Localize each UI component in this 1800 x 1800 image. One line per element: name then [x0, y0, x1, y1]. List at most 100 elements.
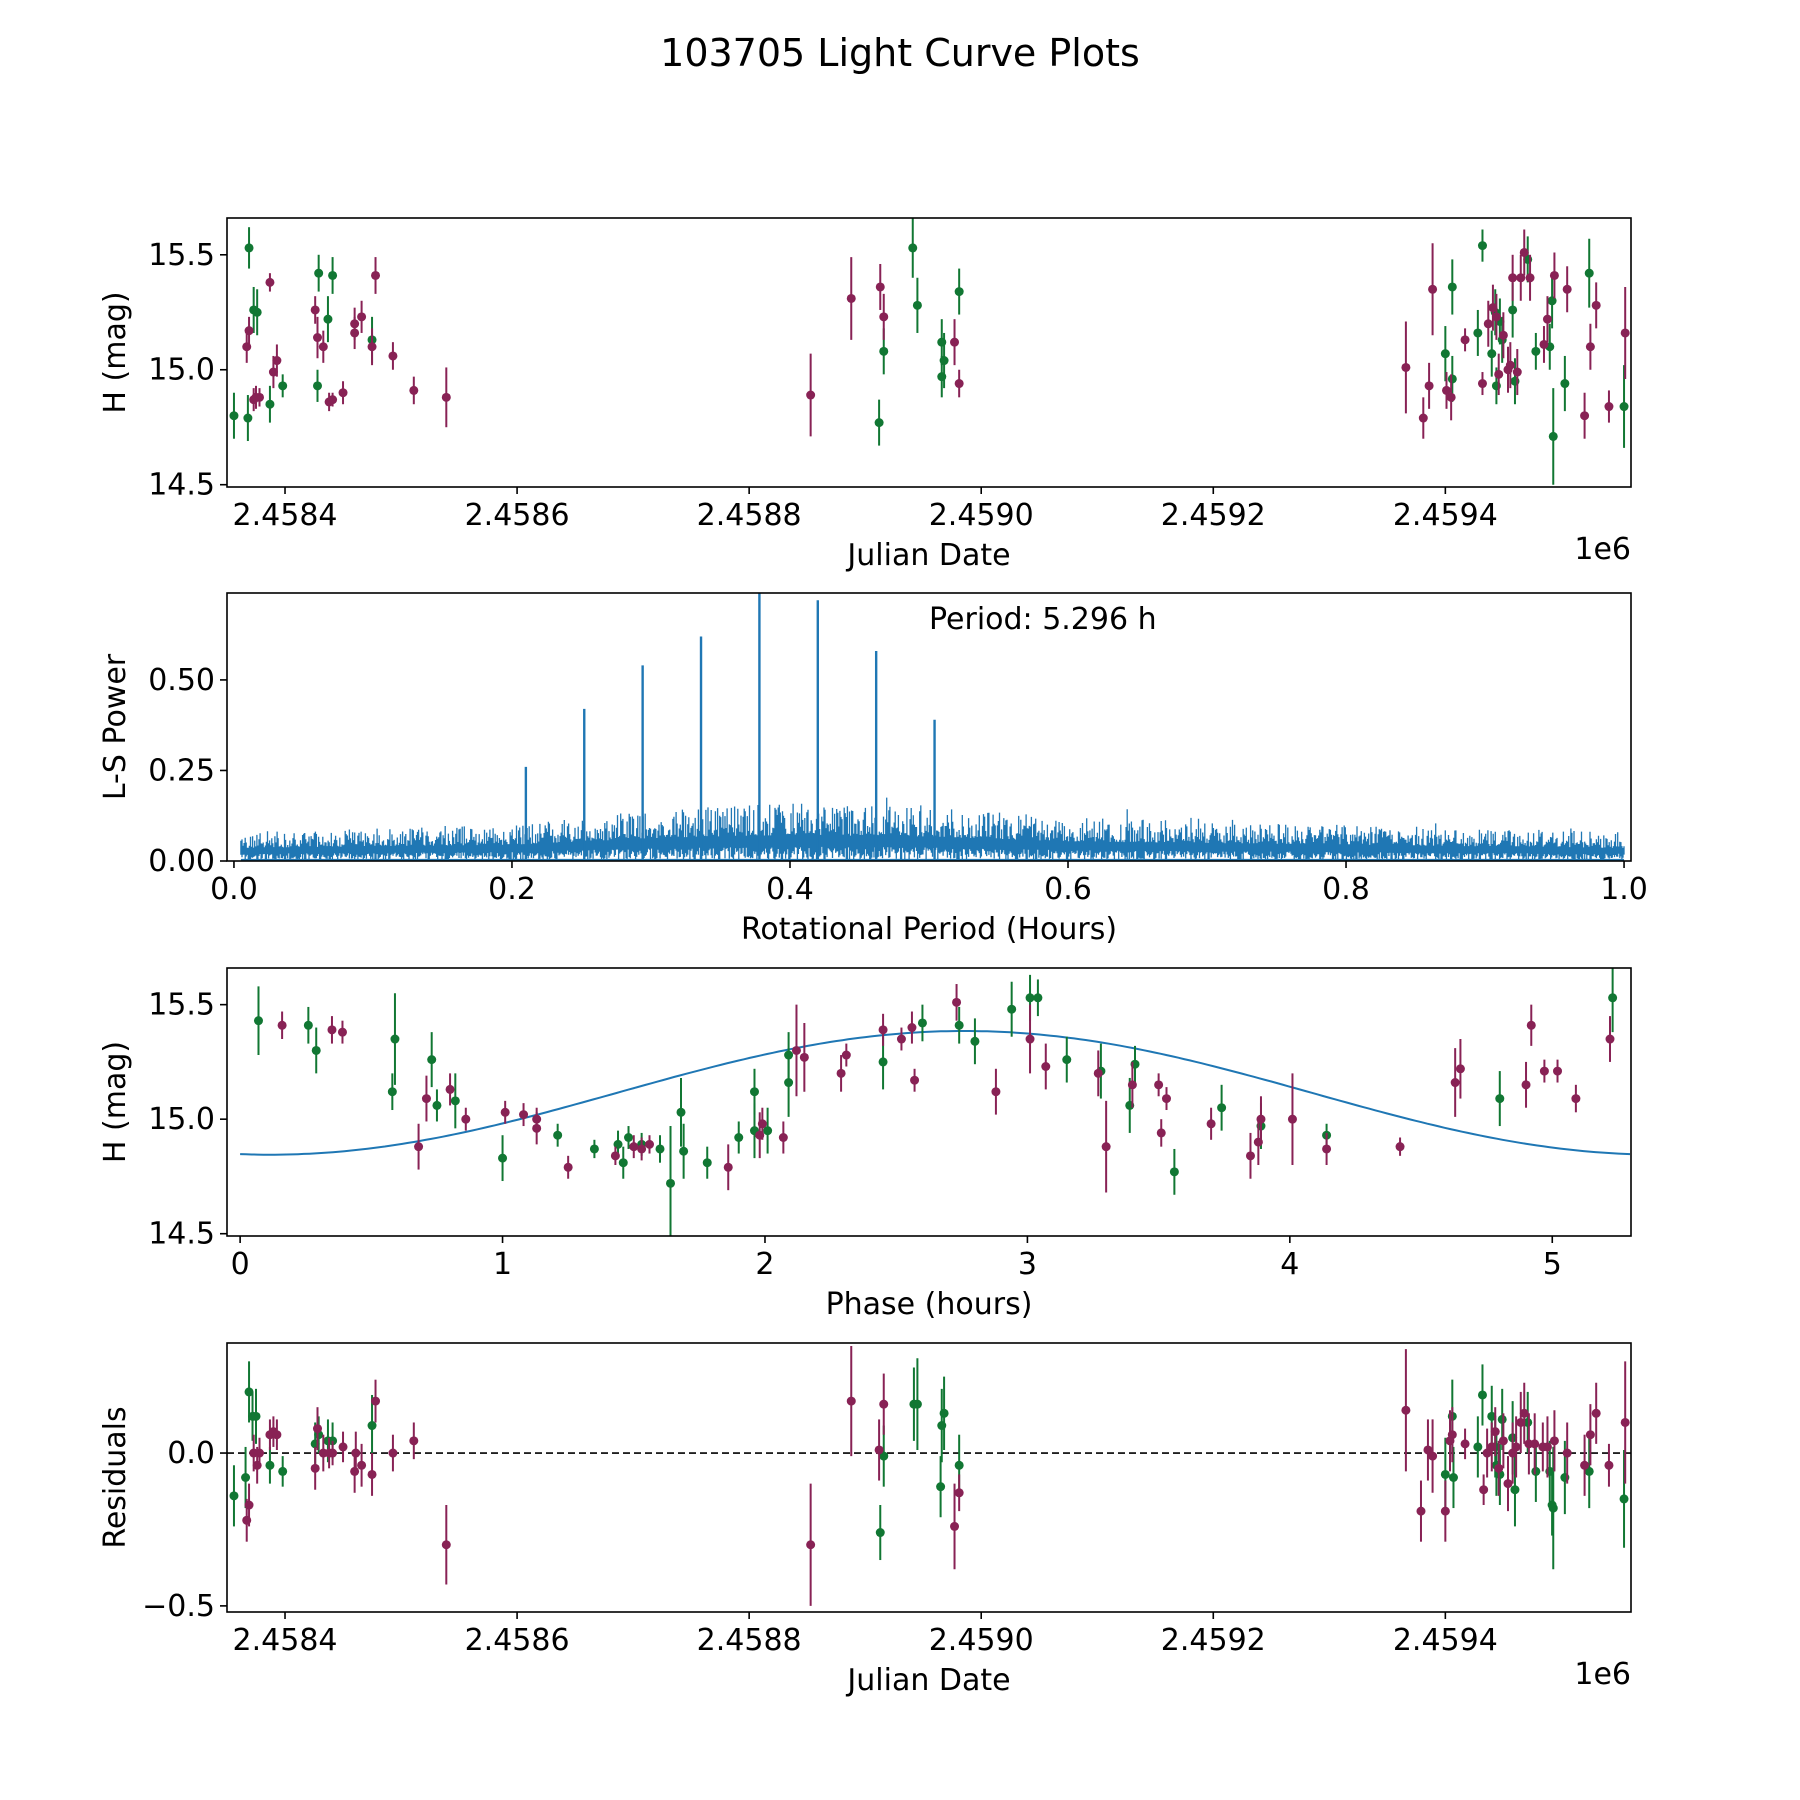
figure-title: 103705 Light Curve Plots [660, 31, 1140, 75]
marker [1503, 1479, 1513, 1489]
marker [1498, 1436, 1508, 1446]
marker [613, 1139, 623, 1149]
data-point-maroon [367, 328, 377, 366]
marker [251, 1411, 261, 1421]
y-tick-label: 15.0 [148, 1102, 215, 1137]
data-point-maroon [1322, 1132, 1332, 1165]
data-point-maroon [1423, 1419, 1433, 1481]
data-point-maroon [1585, 1404, 1595, 1466]
data-point-maroon [952, 984, 962, 1021]
data-point-maroon [1605, 1016, 1615, 1062]
data-point-maroon [610, 1146, 620, 1165]
data-point-maroon [272, 344, 282, 377]
marker [1161, 1094, 1171, 1104]
data-point-green [624, 1126, 634, 1149]
marker [310, 305, 320, 315]
y-tick-label: 14.5 [148, 1217, 215, 1252]
data-point-maroon [950, 319, 960, 366]
data-point-maroon [757, 1107, 767, 1140]
marker [874, 418, 884, 428]
marker [244, 1500, 254, 1510]
marker [679, 1146, 689, 1156]
data-point-maroon [1620, 286, 1630, 379]
data-point-maroon [563, 1155, 573, 1179]
panel-phase: 0 1 2 3 4 5 14.5 15.0 15.5 Phase (hours) H (mag) [98, 967, 1632, 1322]
marker [1287, 1114, 1297, 1124]
marker [313, 333, 323, 343]
data-point-maroon [1585, 323, 1595, 370]
data-point-maroon [1245, 1132, 1255, 1179]
marker [323, 314, 333, 324]
marker [338, 388, 348, 398]
data-point-maroon [1620, 1361, 1630, 1484]
period-annotation: Period: 5.296 h [929, 602, 1157, 637]
data-point-green [874, 399, 884, 446]
marker [1508, 273, 1518, 283]
data-point-maroon [1154, 1073, 1164, 1097]
marker [450, 1096, 460, 1106]
data-point-green [1169, 1148, 1179, 1195]
marker [1482, 1448, 1492, 1458]
data-point-maroon [879, 1373, 889, 1435]
plot-area-ls [240, 593, 1625, 861]
data-point-maroon [878, 1013, 888, 1046]
x-axis-label: Rotational Period (Hours) [741, 912, 1117, 947]
marker [637, 1144, 647, 1154]
data-point-green [589, 1139, 599, 1159]
data-point-maroon [254, 388, 264, 407]
marker [1494, 369, 1504, 379]
marker [1519, 247, 1529, 257]
marker [1447, 374, 1457, 384]
marker [1477, 1390, 1487, 1400]
marker [1447, 1430, 1457, 1440]
marker [1548, 1503, 1558, 1513]
data-point-green [655, 1135, 665, 1163]
marker [676, 1107, 686, 1117]
marker [328, 395, 338, 405]
data-point-maroon [1542, 1416, 1552, 1478]
data-point-maroon [875, 263, 885, 310]
marker [1007, 1004, 1017, 1014]
data-point-maroon [1490, 1407, 1500, 1457]
x-axis-label: Phase (hours) [826, 1287, 1033, 1322]
marker [1428, 1451, 1438, 1461]
data-point-maroon [1416, 1480, 1426, 1542]
marker [371, 1396, 381, 1406]
data-point-maroon [1519, 229, 1529, 276]
data-point-maroon [910, 1068, 920, 1092]
marker [1206, 1119, 1216, 1129]
marker [1620, 1417, 1630, 1427]
panel-jd: 2.4584 2.4586 2.4588 2.4590 2.4592 2.4594 14.5… [98, 217, 1632, 573]
data-point-green [328, 257, 338, 294]
marker [244, 243, 254, 253]
marker [1531, 346, 1541, 356]
data-point-maroon [1553, 1059, 1563, 1083]
plot-area-resid [227, 1346, 1631, 1606]
marker [1217, 1103, 1227, 1113]
marker [1519, 1408, 1529, 1418]
data-point-maroon [371, 1379, 381, 1423]
marker [229, 1491, 239, 1501]
marker [328, 1448, 338, 1458]
data-point-green [498, 1135, 508, 1182]
marker [734, 1133, 744, 1143]
marker [414, 1142, 424, 1152]
x-tick-label: 2.4590 [929, 1623, 1034, 1658]
marker [254, 1448, 264, 1458]
data-point-maroon [357, 300, 367, 333]
marker [1542, 314, 1552, 324]
data-point-green [251, 1388, 261, 1444]
marker [954, 287, 964, 297]
data-point-green [278, 374, 288, 398]
marker [1127, 1080, 1137, 1090]
marker [1530, 1439, 1540, 1449]
marker [1549, 270, 1559, 280]
marker [1608, 993, 1618, 1003]
marker [313, 381, 323, 391]
data-point-maroon [1508, 254, 1518, 301]
marker [1512, 367, 1522, 377]
marker [939, 1408, 949, 1418]
marker [1516, 1417, 1526, 1427]
marker [303, 1020, 313, 1030]
